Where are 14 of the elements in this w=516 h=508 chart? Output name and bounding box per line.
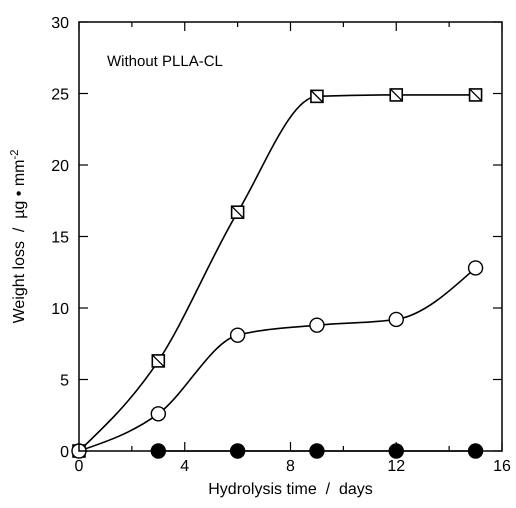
- y-tick-label: 15: [51, 230, 70, 246]
- x-tick-label: 0: [74, 458, 84, 475]
- x-tick-label: 12: [387, 458, 406, 475]
- y-tick-label: 10: [51, 301, 70, 318]
- x-tick-label: 4: [180, 458, 190, 475]
- x-axis-title: Hydrolysis time / days: [208, 481, 373, 498]
- x-tick-label: 8: [286, 458, 296, 475]
- y-tick-label: 25: [51, 86, 70, 104]
- y-tick-label: 5: [60, 372, 70, 390]
- y-tick-label: 0: [60, 444, 70, 461]
- x-tick-label: 16: [493, 458, 511, 475]
- annotation: Without PLLA-CL: [107, 53, 223, 70]
- y-tick-label: 30: [51, 15, 70, 32]
- y-tick-label: 20: [51, 158, 70, 175]
